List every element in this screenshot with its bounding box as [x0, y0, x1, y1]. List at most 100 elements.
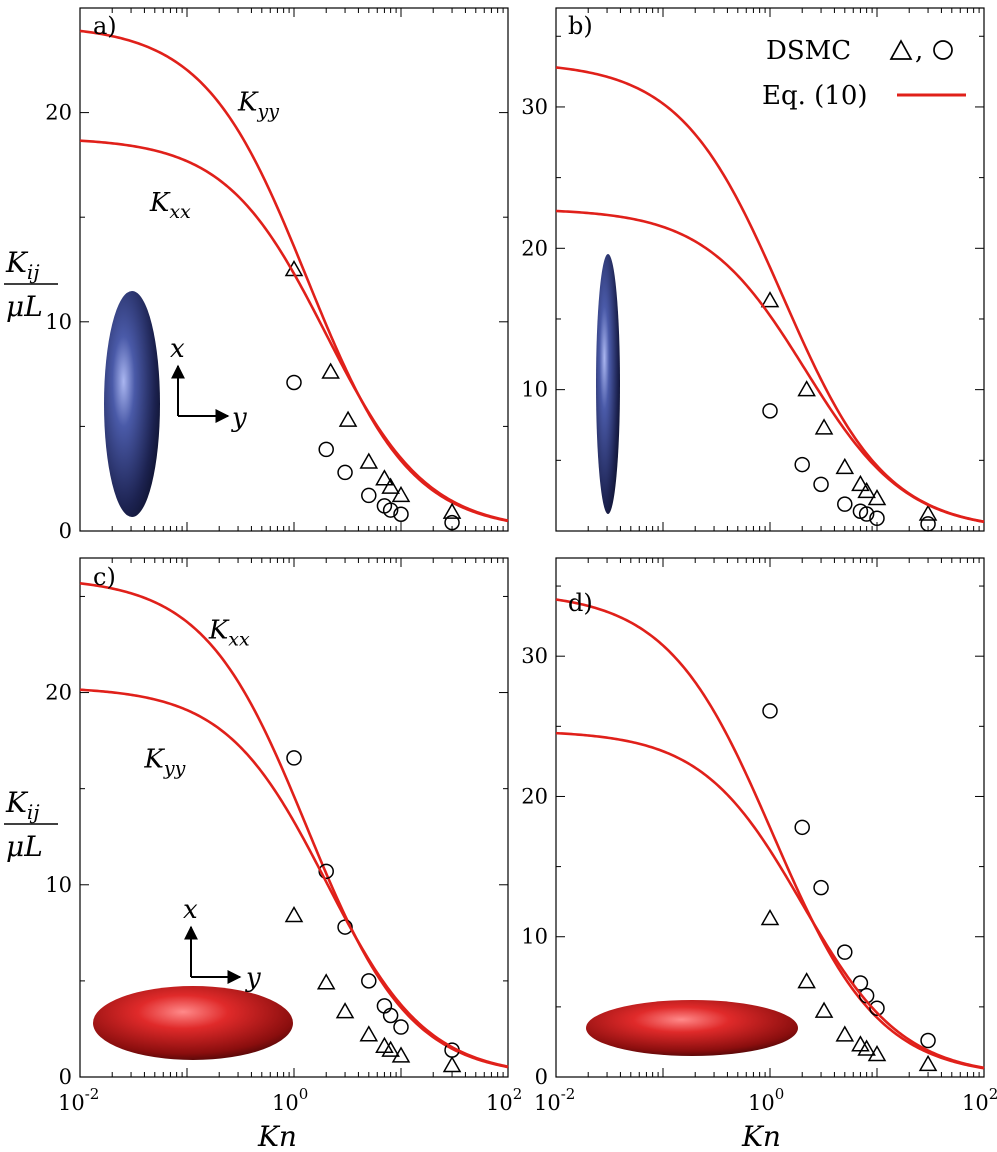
inset-prolate-a: x y [104, 291, 247, 517]
panel-label-d: d) [568, 589, 593, 617]
y-tick-label: 20 [521, 236, 548, 260]
dsmc-circle-point [382, 1007, 399, 1024]
flat-oblate-spheroid-icon [586, 1000, 798, 1056]
dsmc-circle-point [318, 441, 334, 458]
dsmc-triangle-point [814, 1001, 834, 1018]
panel-label-c: c) [93, 563, 116, 591]
dsmc-circle-point [813, 879, 829, 896]
dsmc-circle-point [361, 973, 377, 989]
series-curve-0 [79, 582, 509, 1069]
y-tick-label: 10 [45, 310, 72, 334]
dsmc-circle-point [869, 510, 885, 527]
y-tick-label: 0 [59, 1065, 72, 1089]
ylabel-top: Kij μL [4, 246, 58, 323]
x-tick-label: 102 [486, 1085, 522, 1115]
dsmc-triangle-point [814, 418, 834, 435]
ylabel-num: K [5, 246, 29, 279]
series-curve-0 [555, 66, 985, 523]
series-curve-1 [79, 139, 509, 522]
x-tick-label: 100 [272, 1085, 308, 1115]
dsmc-triangle-point [391, 485, 411, 503]
legend: DSMC , Eq. (10) [762, 36, 966, 111]
series-curve-1 [555, 209, 985, 524]
x-tick-label: 10-2 [58, 1085, 99, 1115]
dsmc-circle-point [794, 456, 810, 473]
ylabel-num: K [5, 786, 29, 819]
dsmc-triangle-point [867, 1045, 887, 1062]
panel-a: 0 10 20 Kyy Kxx a) x y [45, 7, 509, 543]
axes-frame [555, 557, 985, 1078]
y-tick-label: 20 [521, 784, 548, 808]
ylabel-den: μL [6, 290, 43, 323]
dsmc-circle-point [286, 750, 302, 766]
plot-area-a: 0 10 20 Kyy Kxx [45, 7, 509, 543]
curve-label-Kxx: Kxx [149, 188, 191, 223]
dsmc-circle-point [382, 502, 399, 518]
dsmc-triangle-point [391, 1046, 411, 1063]
svg-text:Kij: Kij [5, 246, 40, 284]
oblate-spheroid-icon [93, 986, 293, 1060]
y-tick-label: 10 [521, 925, 548, 949]
dsmc-circle-point [376, 998, 393, 1014]
dsmc-triangle-point [835, 1025, 855, 1042]
dsmc-circle-point [920, 1032, 936, 1049]
dsmc-triangle-point [338, 410, 358, 427]
legend-triangle-icon [889, 39, 913, 60]
inset-prolate-b [596, 254, 620, 514]
dsmc-triangle-point [321, 362, 340, 379]
y-tick-label: 30 [521, 95, 548, 119]
panel-label-b: b) [568, 12, 593, 40]
y-tick-label: 10 [45, 873, 72, 897]
x-axis-label: x [170, 334, 185, 364]
ylabel-sub: ij [27, 800, 40, 824]
dsmc-triangle-point [918, 504, 938, 521]
dsmc-circle-point [337, 464, 353, 481]
dsmc-circle-point [813, 476, 829, 493]
dsmc-circle-point [318, 863, 334, 880]
dsmc-triangle-point [797, 380, 816, 397]
dsmc-triangle-point [381, 1040, 400, 1057]
dsmc-circle-point [837, 496, 853, 512]
ylabel-den: μL [6, 830, 43, 863]
curve-label-Kyy: Kyy [237, 88, 279, 123]
series-curve-0 [79, 29, 509, 523]
svg-text:Kij: Kij [5, 786, 40, 824]
dsmc-triangle-point [284, 906, 304, 923]
legend-circle-icon [933, 40, 953, 60]
dsmc-triangle-point [359, 452, 379, 469]
dsmc-circle-point [393, 1019, 409, 1035]
dsmc-triangle-point [857, 481, 876, 499]
dsmc-circle-point [444, 514, 460, 531]
ylabel-sub: ij [27, 260, 40, 284]
dsmc-triangle-point [359, 1025, 379, 1042]
y-tick-label: 10 [521, 378, 548, 402]
dsmc-triangle-point [857, 1039, 876, 1056]
dsmc-circle-point [858, 506, 875, 522]
dsmc-triangle-point [381, 477, 400, 494]
y-axis-label: y [245, 963, 261, 993]
x-axis-label: x [183, 895, 198, 925]
dsmc-triangle-point [316, 973, 336, 990]
prolate-spheroid-icon [104, 291, 160, 517]
dsmc-circle-point [837, 944, 853, 960]
dsmc-triangle-point [375, 1036, 394, 1053]
dsmc-triangle-point [835, 457, 855, 475]
dsmc-triangle-point [867, 488, 887, 506]
plot-area-b: 10 20 30 [521, 7, 985, 532]
dsmc-circle-point [762, 403, 778, 419]
x-tick-label: 10-2 [534, 1085, 575, 1115]
dsmc-circle-point [286, 374, 302, 391]
curve-label-Kxx: Kxx [208, 616, 250, 651]
dsmc-circle-point [393, 506, 409, 523]
y-tick-label: 30 [521, 644, 548, 668]
dsmc-triangle-point [442, 1055, 462, 1073]
dsmc-triangle-point [760, 291, 780, 308]
panel-label-a: a) [93, 12, 117, 40]
panel-b: 10 20 30 b) DSMC , Eq. (10) [521, 7, 985, 532]
x-tick-label: 100 [748, 1085, 784, 1115]
